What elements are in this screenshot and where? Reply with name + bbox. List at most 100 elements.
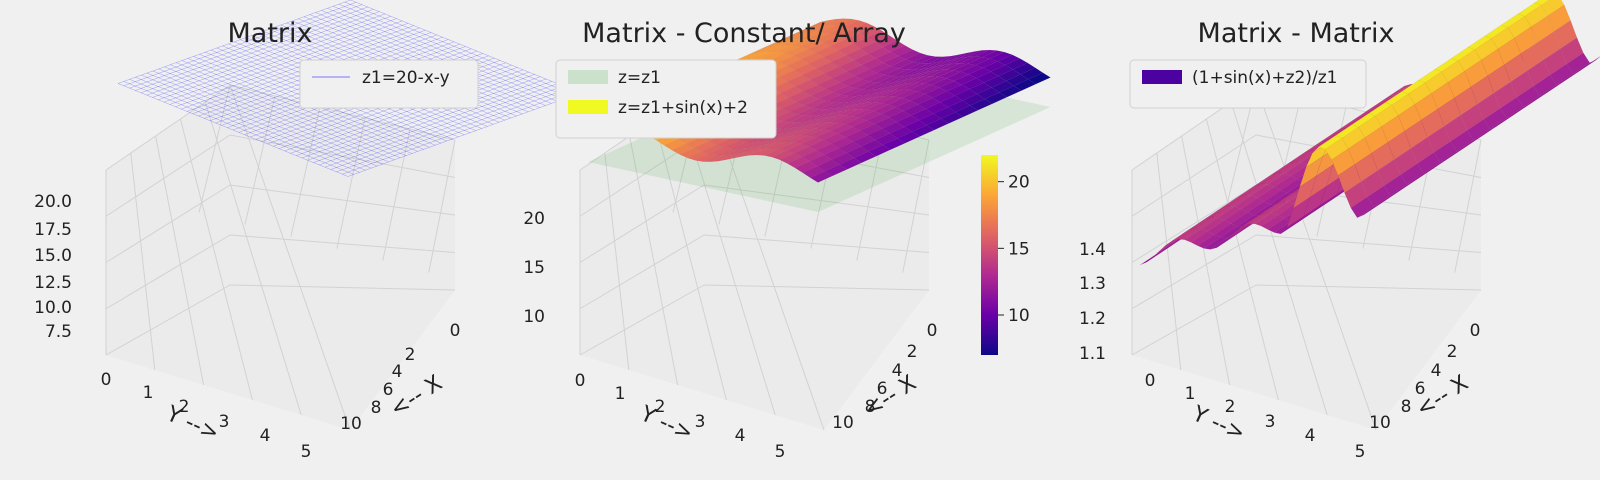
surface-cell <box>778 187 802 196</box>
surface-cell <box>962 129 985 139</box>
surface-cell <box>960 110 984 119</box>
surface-cell <box>1028 105 1051 114</box>
legend-0: z1=20-x-y <box>299 59 479 109</box>
surface-cell <box>983 115 1007 124</box>
wireframe-line <box>163 18 397 103</box>
surface-cell <box>882 170 906 180</box>
surface-cell <box>741 188 764 197</box>
surface-cell <box>946 116 969 125</box>
wireframe-line <box>290 69 524 154</box>
surface-cell <box>746 160 769 169</box>
wireframe-line <box>181 25 414 110</box>
y-tick-label: 3 <box>1265 412 1276 432</box>
surface-cell <box>695 178 718 187</box>
grid-line <box>1156 152 1182 371</box>
surface-cell <box>725 175 748 184</box>
x-tick-label: 4 <box>1431 361 1442 381</box>
surface-cell <box>969 121 992 130</box>
axes-panes-0 <box>105 84 456 431</box>
legend-2: (1+sin(x)+z2)/z1 <box>1129 59 1367 109</box>
surface-cell <box>779 197 802 206</box>
surface-cell <box>610 150 633 159</box>
surface-cell <box>1363 198 1387 216</box>
grid-line <box>198 84 231 213</box>
z-tick-label: 1.2 <box>1079 309 1106 329</box>
surface-cell <box>954 118 977 127</box>
surface-cell <box>777 167 800 176</box>
surface-cell <box>762 173 785 183</box>
wireframe-line <box>338 3 569 98</box>
surface-cell <box>839 190 862 199</box>
grid-line <box>336 117 366 249</box>
surface-cell <box>859 165 883 175</box>
wireframe-line <box>164 66 395 161</box>
surface-cell <box>726 185 749 194</box>
surface-cell <box>904 156 927 165</box>
surface-cell <box>680 175 703 184</box>
wireframe-line <box>330 85 564 170</box>
surface-cell <box>626 163 649 172</box>
surface-cell <box>794 190 817 199</box>
wireframe-line <box>117 0 351 84</box>
surface-cell <box>641 167 664 176</box>
y-tick-label: 3 <box>695 412 706 432</box>
grid-line <box>105 84 231 171</box>
surface-cell <box>933 143 956 152</box>
surface-cell <box>618 162 641 171</box>
wireframe-line <box>123 81 354 175</box>
surface-cell <box>926 151 949 160</box>
wireframe-line <box>327 8 558 102</box>
surface-cell <box>771 185 794 194</box>
surface-cell <box>731 157 754 166</box>
wireframe-line <box>296 71 529 156</box>
z-tick-label: 1.3 <box>1079 274 1106 294</box>
surface-cell <box>739 168 762 178</box>
surface-cell <box>970 131 993 140</box>
surface-cell <box>997 98 1020 107</box>
surface-cell <box>769 165 792 174</box>
x-tick-label: 6 <box>877 379 888 399</box>
wireframe-line <box>313 78 547 163</box>
surface-cell <box>749 190 772 199</box>
z-tick-label: 1.1 <box>1079 344 1106 364</box>
grid-line <box>1255 234 1482 253</box>
y-tick-label: 4 <box>735 426 746 446</box>
surface-cell <box>747 170 770 179</box>
x-tick-label: 0 <box>927 321 938 341</box>
surface-cell <box>710 182 733 191</box>
surface-cell <box>817 195 840 204</box>
y-tick-label: 1 <box>1185 384 1196 404</box>
y-tick-label: 5 <box>301 442 312 462</box>
surface-cell <box>911 147 934 157</box>
x-tick-label: 10 <box>832 413 854 433</box>
surface-cell <box>786 188 809 198</box>
grid-line <box>105 284 231 356</box>
wireframe-line <box>141 74 372 169</box>
z-tick-label: 15.0 <box>34 246 72 266</box>
x-axis-label: <-- X <box>860 371 921 423</box>
legend-box <box>1129 59 1367 109</box>
y-axis-label: Y --> <box>162 401 223 447</box>
surface-cell <box>1013 111 1036 121</box>
y-tick-label: 1 <box>615 384 626 404</box>
wireframe-line <box>315 12 546 106</box>
y-tick-label: 2 <box>179 397 190 417</box>
surface-cell <box>991 116 1014 126</box>
surface-cell <box>940 134 963 144</box>
surface-cell <box>947 136 971 145</box>
grid-line <box>1131 284 1257 356</box>
wireframe-line <box>319 81 552 166</box>
surface-cell <box>602 148 625 158</box>
wireframe-line <box>333 6 564 100</box>
wireframe-line <box>147 72 378 167</box>
surface-cell <box>632 145 655 154</box>
surface-cell <box>649 168 672 177</box>
wireframe-line <box>129 79 360 173</box>
surface-cell <box>859 156 882 165</box>
surface-cell <box>918 139 941 148</box>
surface-cell <box>763 183 786 193</box>
surface-cell <box>772 195 795 204</box>
surface-cell <box>889 152 912 162</box>
surface-cell <box>732 177 756 186</box>
surface-cell <box>801 182 824 191</box>
